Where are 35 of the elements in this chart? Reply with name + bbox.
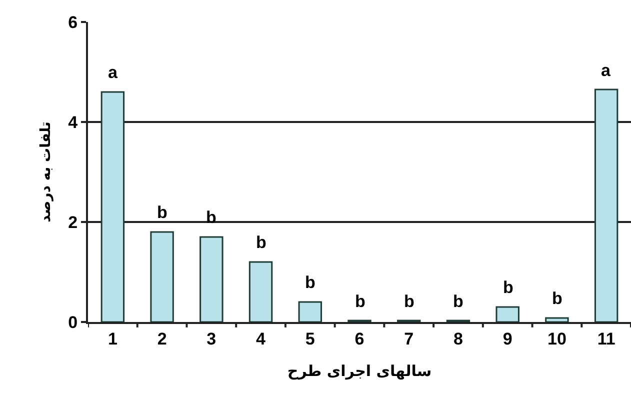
x-tick-label: 2 <box>157 329 167 348</box>
y-tick-label: 6 <box>68 12 78 32</box>
annotation: b <box>305 273 316 292</box>
bar <box>150 231 174 322</box>
bar <box>100 91 125 322</box>
annotation: a <box>108 63 118 82</box>
x-tick-label: 4 <box>256 329 266 348</box>
x-tick-label: 9 <box>502 329 512 348</box>
x-tick-label: 5 <box>305 329 315 348</box>
bar <box>496 306 520 322</box>
x-tick-label: 8 <box>453 329 463 348</box>
bar <box>594 88 618 322</box>
x-tick-label: 11 <box>597 329 616 348</box>
x-axis-title: سالهای اجرای طرح <box>287 362 432 380</box>
bar <box>298 301 322 322</box>
x-tick-label: 3 <box>206 329 216 348</box>
bar <box>248 261 273 322</box>
y-tick-label: 0 <box>68 312 78 332</box>
annotation: b <box>552 289 562 308</box>
y-axis-title: تلفات به درصد <box>38 122 54 222</box>
y-tick-label: 4 <box>68 112 78 132</box>
annotation: b <box>404 292 414 311</box>
y-tick-label: 2 <box>68 212 78 232</box>
annotation: b <box>503 278 514 297</box>
annotation: b <box>453 292 464 311</box>
annotation: b <box>355 292 366 311</box>
x-tick-label: 1 <box>108 329 118 348</box>
annotation: a <box>601 61 611 80</box>
annotation: b <box>157 203 168 222</box>
bar <box>545 317 569 322</box>
annotation: b <box>256 233 266 252</box>
bar <box>200 236 224 322</box>
x-tick-label: 10 <box>547 329 566 348</box>
x-tick-label: 6 <box>354 329 364 348</box>
x-tick-label: 7 <box>404 329 414 348</box>
